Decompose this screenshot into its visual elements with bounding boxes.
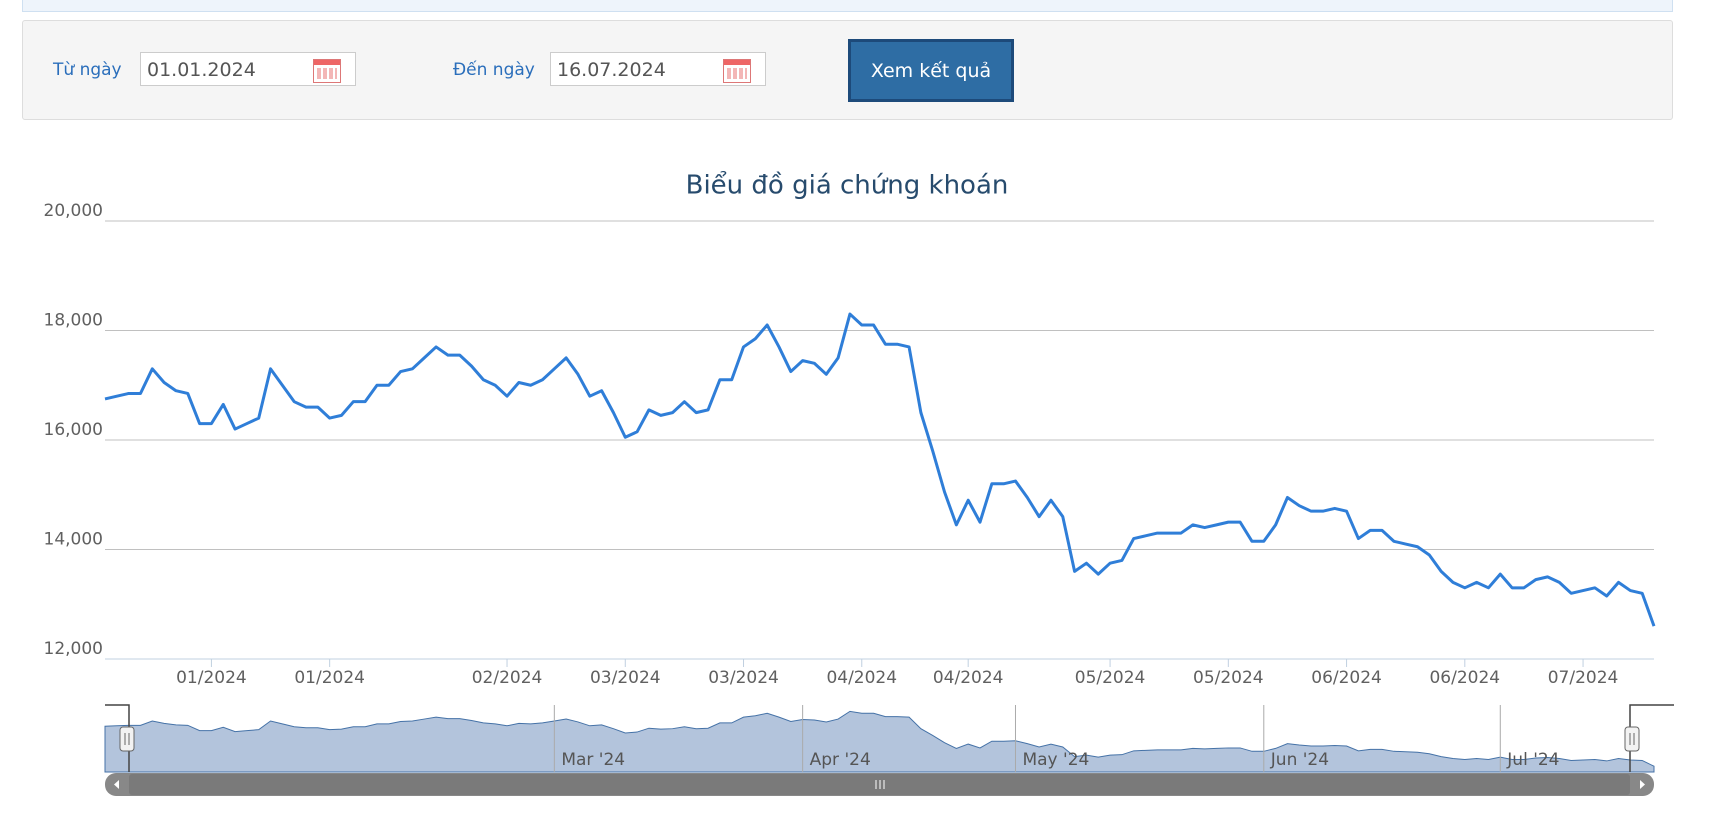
from-value: 01.01.2024 bbox=[147, 59, 256, 81]
submit-button[interactable]: Xem kết quả bbox=[848, 39, 1014, 102]
calendar-icon[interactable] bbox=[313, 59, 341, 83]
navigator-tick-label: May '24 bbox=[1022, 750, 1089, 770]
x-tick-label: 01/2024 bbox=[176, 668, 247, 688]
from-label: Từ ngày bbox=[53, 60, 122, 80]
navigator-handle bbox=[1624, 726, 1640, 752]
chart-title: Biểu đồ giá chứng khoán bbox=[686, 170, 1009, 201]
y-tick-label: 14,000 bbox=[44, 530, 103, 550]
x-tick-label: 05/2024 bbox=[1075, 668, 1146, 688]
calendar-icon[interactable] bbox=[723, 59, 751, 83]
from-input[interactable]: 01.01.2024 bbox=[140, 52, 356, 86]
y-tick-label: 20,000 bbox=[44, 201, 103, 221]
price-line bbox=[104, 312, 1656, 627]
scroll-right bbox=[1640, 780, 1645, 789]
navigator-tick-label: Mar '24 bbox=[561, 750, 625, 770]
navigator-handle bbox=[119, 726, 135, 752]
y-tick-label: 16,000 bbox=[44, 420, 103, 440]
x-tick-label: 06/2024 bbox=[1311, 668, 1382, 688]
to-label: Đến ngày bbox=[453, 60, 535, 80]
navigator-area bbox=[104, 710, 1655, 773]
x-tick-label: 07/2024 bbox=[1548, 668, 1619, 688]
x-tick-label: 06/2024 bbox=[1429, 668, 1500, 688]
top-strip bbox=[22, 0, 1673, 12]
x-tick-label: 05/2024 bbox=[1193, 668, 1264, 688]
y-tick-label: 18,000 bbox=[44, 311, 103, 331]
x-tick-label: 03/2024 bbox=[708, 668, 779, 688]
scroll-left bbox=[114, 780, 119, 789]
x-tick-label: 04/2024 bbox=[826, 668, 897, 688]
navigator-tick-label: Jul '24 bbox=[1506, 750, 1559, 770]
x-tick-label: 01/2024 bbox=[294, 668, 365, 688]
navigator-tick-label: Jun '24 bbox=[1270, 750, 1329, 770]
x-tick-label: 02/2024 bbox=[472, 668, 543, 688]
x-tick-label: 03/2024 bbox=[590, 668, 661, 688]
navigator-tick-label: Apr '24 bbox=[810, 750, 871, 770]
filter-box: Từ ngày 01.01.2024 Đến ngày 16.07.2024 X… bbox=[22, 20, 1673, 120]
y-tick-label: 12,000 bbox=[44, 639, 103, 659]
to-value: 16.07.2024 bbox=[557, 59, 666, 81]
x-tick-label: 04/2024 bbox=[933, 668, 1004, 688]
to-input[interactable]: 16.07.2024 bbox=[550, 52, 766, 86]
